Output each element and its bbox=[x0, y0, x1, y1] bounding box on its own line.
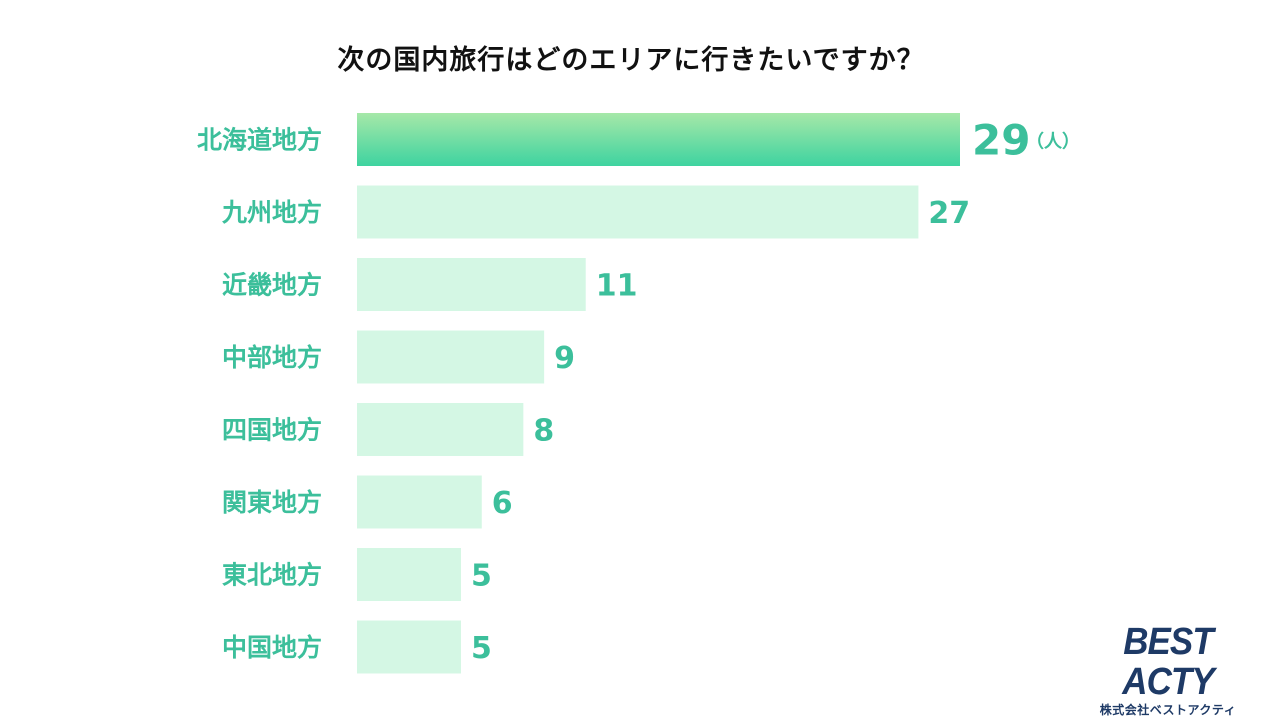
category-label: 中部地方 bbox=[222, 343, 322, 372]
category-label: 東北地方 bbox=[222, 561, 322, 590]
value-label: 29 bbox=[972, 116, 1030, 165]
category-label: 四国地方 bbox=[222, 416, 322, 445]
category-label: 関東地方 bbox=[222, 488, 322, 517]
bar-4 bbox=[357, 330, 545, 384]
value-label: 9 bbox=[554, 341, 575, 376]
bar-2 bbox=[357, 185, 919, 239]
value-label: 27 bbox=[928, 196, 970, 231]
category-label: 中国地方 bbox=[222, 633, 322, 662]
bar-1 bbox=[357, 113, 960, 166]
value-label: 5 bbox=[471, 559, 492, 594]
logo-wordmark: BEST ACTY bbox=[1122, 621, 1214, 703]
value-label: 5 bbox=[471, 631, 492, 666]
bar-5 bbox=[357, 403, 524, 456]
company-logo: BEST ACTY 株式会社ベストアクティ bbox=[1072, 622, 1264, 718]
value-label: 11 bbox=[596, 269, 638, 304]
chart-title: 次の国内旅行はどのエリアに行きたいですか？ bbox=[337, 45, 925, 76]
unit-label: （人） bbox=[1026, 132, 1080, 153]
category-label: 九州地方 bbox=[221, 198, 322, 227]
value-label: 8 bbox=[533, 414, 554, 449]
bars-layer: 北海道地方 29（人） 九州地方 27 近畿地方 11 中部地方 9 四国地方 8 関東地方 6 東北地… bbox=[197, 113, 1080, 674]
value-label: 6 bbox=[492, 486, 513, 521]
category-label: 北海道地方 bbox=[197, 126, 322, 155]
category-label: 近畿地方 bbox=[222, 271, 322, 300]
logo-company-name: 株式会社ベストアクティ bbox=[1099, 703, 1237, 717]
bar-6 bbox=[357, 475, 482, 529]
bar-7 bbox=[357, 548, 461, 601]
bar-3 bbox=[357, 258, 586, 311]
bar-8 bbox=[357, 620, 461, 674]
